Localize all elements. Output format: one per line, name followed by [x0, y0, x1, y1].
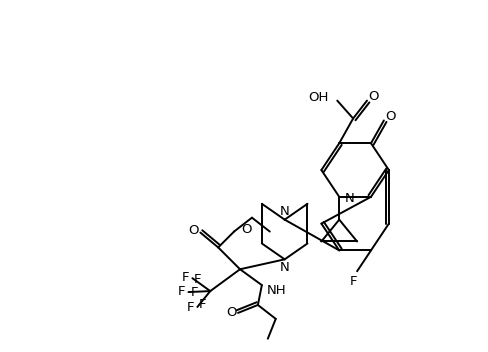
Text: N: N	[280, 205, 289, 218]
Text: NH: NH	[267, 284, 286, 297]
Text: F: F	[178, 284, 185, 297]
Text: O: O	[241, 223, 251, 236]
Text: O: O	[188, 224, 199, 237]
Text: OH: OH	[308, 91, 328, 104]
Text: F: F	[191, 285, 198, 298]
Text: O: O	[386, 110, 396, 123]
Text: O: O	[226, 306, 236, 319]
Text: N: N	[345, 192, 355, 205]
Text: F: F	[199, 298, 206, 312]
Text: N: N	[280, 261, 289, 274]
Text: F: F	[182, 271, 189, 284]
Text: F: F	[194, 273, 201, 286]
Text: O: O	[369, 90, 379, 103]
Text: F: F	[187, 301, 194, 314]
Text: F: F	[349, 275, 357, 288]
